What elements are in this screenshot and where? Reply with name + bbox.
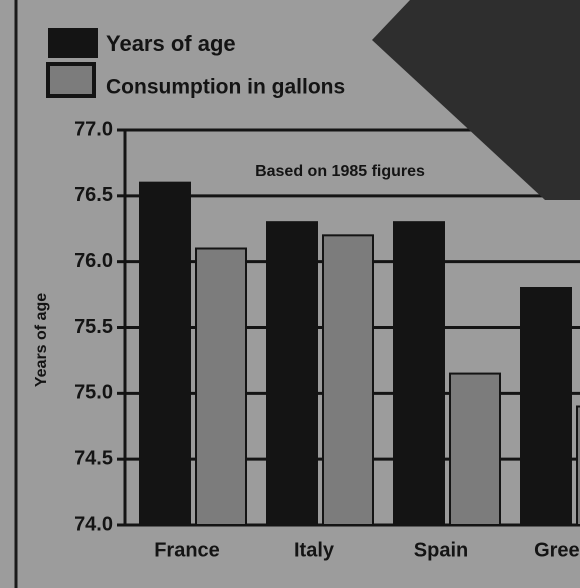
- x-tick-label: Italy: [294, 539, 335, 561]
- annotation: Based on 1985 figures: [255, 163, 425, 180]
- bar: [323, 235, 373, 525]
- bar: [267, 222, 317, 525]
- bar: [196, 249, 246, 526]
- y-tick-label: 74.5: [74, 447, 113, 469]
- y-tick-label: 75.0: [74, 382, 113, 404]
- legend-swatch: [48, 64, 94, 96]
- legend-swatch: [48, 28, 98, 58]
- legend-label: Consumption in gallons: [106, 76, 345, 99]
- page: 74.0 74.5 75.0 75.5 76.0 76.5 77.0 France Italy S…: [0, 0, 580, 588]
- bar: [394, 222, 444, 525]
- x-tick-label: France: [154, 539, 220, 561]
- y-axis-label: Years of age: [33, 293, 50, 387]
- legend-label: Years of age: [106, 31, 236, 56]
- y-tick-label: 76.0: [74, 250, 113, 272]
- y-tick-label: 76.5: [74, 184, 113, 206]
- y-tick-label: 74.0: [74, 513, 113, 535]
- y-tick-label: 75.5: [74, 316, 113, 338]
- bar: [521, 288, 571, 525]
- x-tick-label: Spain: [414, 539, 468, 561]
- y-tick-label: 77.0: [74, 118, 113, 140]
- chart: 74.0 74.5 75.0 75.5 76.0 76.5 77.0 France Italy S…: [0, 0, 580, 588]
- bar: [450, 374, 500, 525]
- x-tick-label: Greece: [534, 539, 580, 561]
- bar: [140, 183, 190, 525]
